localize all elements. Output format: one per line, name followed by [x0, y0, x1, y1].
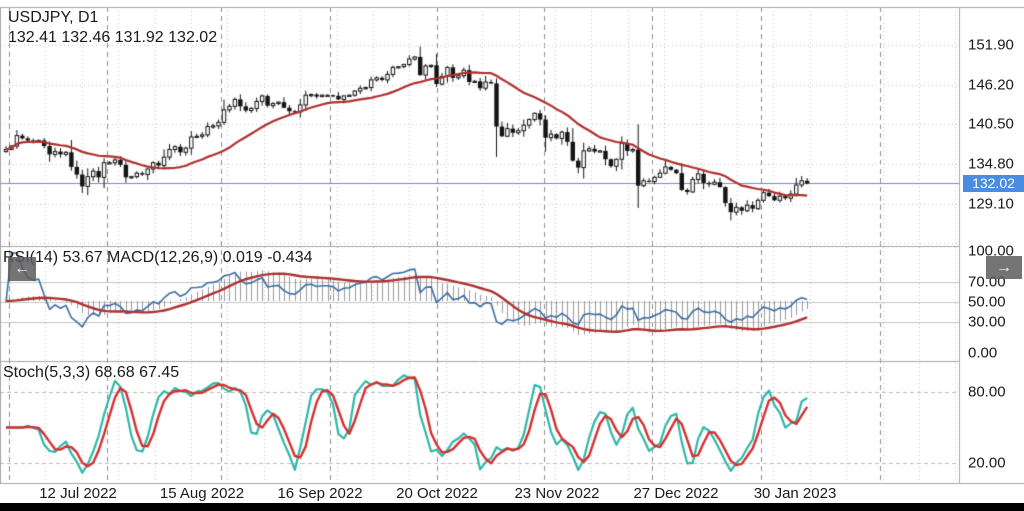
- price-tick-label: 146.20: [968, 76, 1014, 94]
- price-tick-label: 140.50: [968, 115, 1014, 133]
- price-tick-label: 134.80: [968, 155, 1014, 173]
- indicator-tick-label: 100.00: [968, 242, 1014, 260]
- android-bottom-bar: [0, 503, 1024, 511]
- price-tick-label: 129.10: [968, 195, 1014, 213]
- date-label: 15 Aug 2022: [159, 485, 245, 502]
- symbol-title: USDJPY, D1: [8, 9, 99, 26]
- date-label: 23 Nov 2022: [514, 485, 600, 502]
- ohlc-readout: 132.41 132.46 131.92 132.02: [8, 29, 218, 46]
- indicator-label-rsi-macd: RSI(14) 53.67 MACD(12,26,9) 0.019 -0.434: [3, 249, 313, 266]
- current-price-badge: 132.02: [963, 175, 1024, 192]
- scroll-left-button[interactable]: ←: [8, 257, 36, 281]
- indicator-tick-label: 30.00: [968, 313, 1006, 331]
- date-label: 16 Sep 2022: [277, 485, 363, 502]
- date-label: 27 Dec 2022: [633, 485, 719, 502]
- date-label: 30 Jan 2023: [753, 485, 837, 502]
- date-label: 12 Jul 2022: [39, 485, 117, 502]
- stoch-tick-label: 80.00: [968, 383, 1006, 401]
- indicator-tick-label: 0.00: [968, 344, 998, 362]
- scroll-right-button[interactable]: →: [986, 256, 1022, 279]
- indicator-label-stoch: Stoch(5,3,3) 68.68 67.45: [3, 364, 180, 381]
- right-arrow-icon: →: [996, 259, 1012, 276]
- left-arrow-icon: ←: [14, 260, 30, 277]
- date-label: 20 Oct 2022: [396, 485, 478, 502]
- indicator-tick-label: 50.00: [968, 293, 1006, 311]
- price-tick-label: 151.90: [968, 36, 1014, 54]
- stoch-tick-label: 20.00: [968, 454, 1006, 472]
